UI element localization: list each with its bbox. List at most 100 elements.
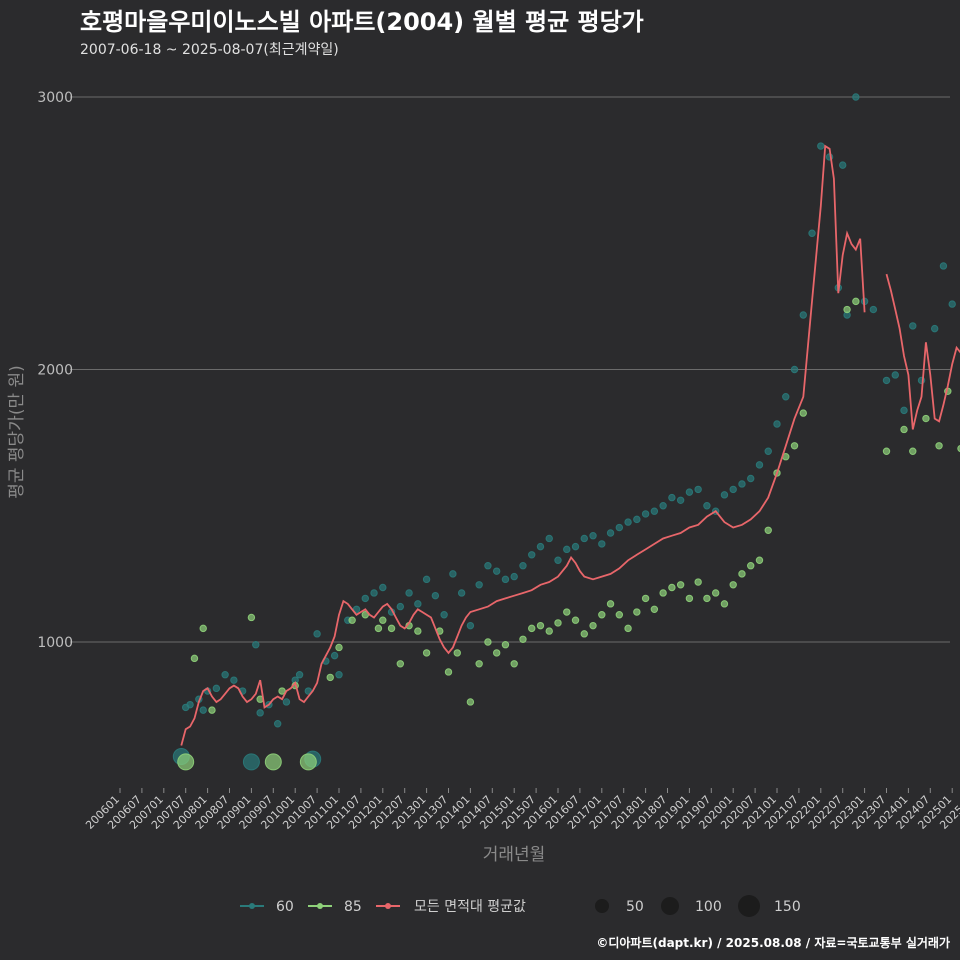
point-60-87 [891,371,899,379]
chart-title: 호평마을우미이노스빌 아파트(2004) 월별 평균 평당가 [80,8,644,36]
point-85-43 [633,608,641,616]
x-axis: 2006012006072007012007072008012008072009… [83,788,960,832]
point-85-46 [659,589,667,597]
point-60-35 [440,611,448,619]
point-60-15 [282,698,291,706]
point-85-9 [299,753,317,771]
point-60-28 [379,583,387,592]
point-60-88 [900,406,908,415]
point-60-53 [598,540,606,548]
point-85-42 [624,624,632,633]
point-60-11 [252,641,260,649]
point-60-27 [370,589,378,597]
point-85-44 [641,594,650,603]
point-85-69 [935,442,943,450]
point-85-36 [571,616,580,624]
point-60-40 [484,562,492,570]
legend-size-circle-100 [661,897,679,915]
point-60-74 [782,393,790,401]
point-85-58 [764,526,772,534]
point-60-43 [510,572,518,581]
point-85-1 [190,654,199,663]
point-60-77 [808,229,816,237]
point-85-66 [900,425,908,434]
point-85-25 [475,660,483,668]
point-60-8 [230,676,238,684]
point-60-44 [519,562,527,570]
legend-item-85[interactable]: 85 [308,899,362,915]
point-60-33 [422,575,431,584]
point-85-20 [422,649,431,657]
legend-size-label-150: 150 [774,899,801,915]
grid [70,96,950,643]
point-85-50 [694,578,702,586]
point-60-38 [466,621,475,630]
point-60-26 [361,594,369,603]
y-axis-label: 평균 평당가(만 원) [7,365,27,499]
y-tick-label-1000: 1000 [37,635,73,651]
legend-item-average[interactable]: 모든 면적대 평균값 [376,899,526,915]
point-85-6 [264,753,282,771]
legend-label-60: 60 [276,899,294,915]
point-85-33 [545,627,553,635]
point-85-56 [747,562,755,570]
point-60-72 [764,447,772,455]
point-85-26 [484,638,492,646]
point-60-68 [729,485,737,494]
point-60-42 [501,575,510,584]
legend-item-60[interactable]: 60 [240,899,294,915]
point-85-16 [387,624,396,633]
point-85-51 [703,594,711,603]
point-85-38 [589,621,597,630]
point-60-37 [457,589,466,597]
legend-dot-60 [249,903,255,909]
point-60-83 [852,93,860,101]
legend-size-50: 50 [595,899,644,915]
point-85-32 [536,621,545,630]
point-85-35 [563,608,571,616]
point-60-50 [571,542,580,551]
point-60-59 [650,507,659,515]
point-60-12 [256,709,264,717]
point-60-51 [580,534,588,543]
point-85-63 [843,305,851,314]
point-60-61 [668,493,676,502]
point-85-29 [510,660,518,668]
legend-label-average: 모든 면적대 평균값 [414,899,526,915]
point-60-86 [882,376,891,385]
point-85-14 [374,624,383,633]
average-line [180,144,960,746]
point-85-68 [922,414,930,423]
legend-label-85: 85 [344,899,362,915]
point-85-22 [444,668,453,676]
point-60-71 [755,461,764,469]
point-60-31 [405,589,413,597]
legend: 60 85 모든 면적대 평균값 50 100 150 [240,895,801,917]
point-60-85 [869,305,878,314]
point-60-62 [676,496,685,504]
point-60-64 [694,485,702,494]
footer-credit: ©디아파트(dapt.kr) / 2025.08.08 / 자료=국토교통부 실… [596,935,950,950]
point-60-48 [554,556,562,564]
point-85-17 [396,660,405,668]
point-85-31 [528,624,536,633]
point-85-55 [738,570,746,578]
point-60-54 [606,529,615,537]
point-85-49 [685,594,694,603]
point-85-24 [466,698,475,706]
point-60-7 [221,671,229,679]
legend-size-label-100: 100 [695,899,722,915]
point-85-48 [676,581,685,589]
point-60-30 [396,602,405,611]
point-85-12 [348,616,356,624]
point-60-70 [747,474,755,483]
point-60-78 [817,142,825,150]
point-60-60 [659,502,667,510]
point-85-30 [519,635,527,643]
point-85-13 [361,611,369,619]
point-85-62 [799,409,807,417]
point-60-57 [633,515,641,524]
point-85-11 [335,643,343,652]
point-85-7 [278,687,286,695]
